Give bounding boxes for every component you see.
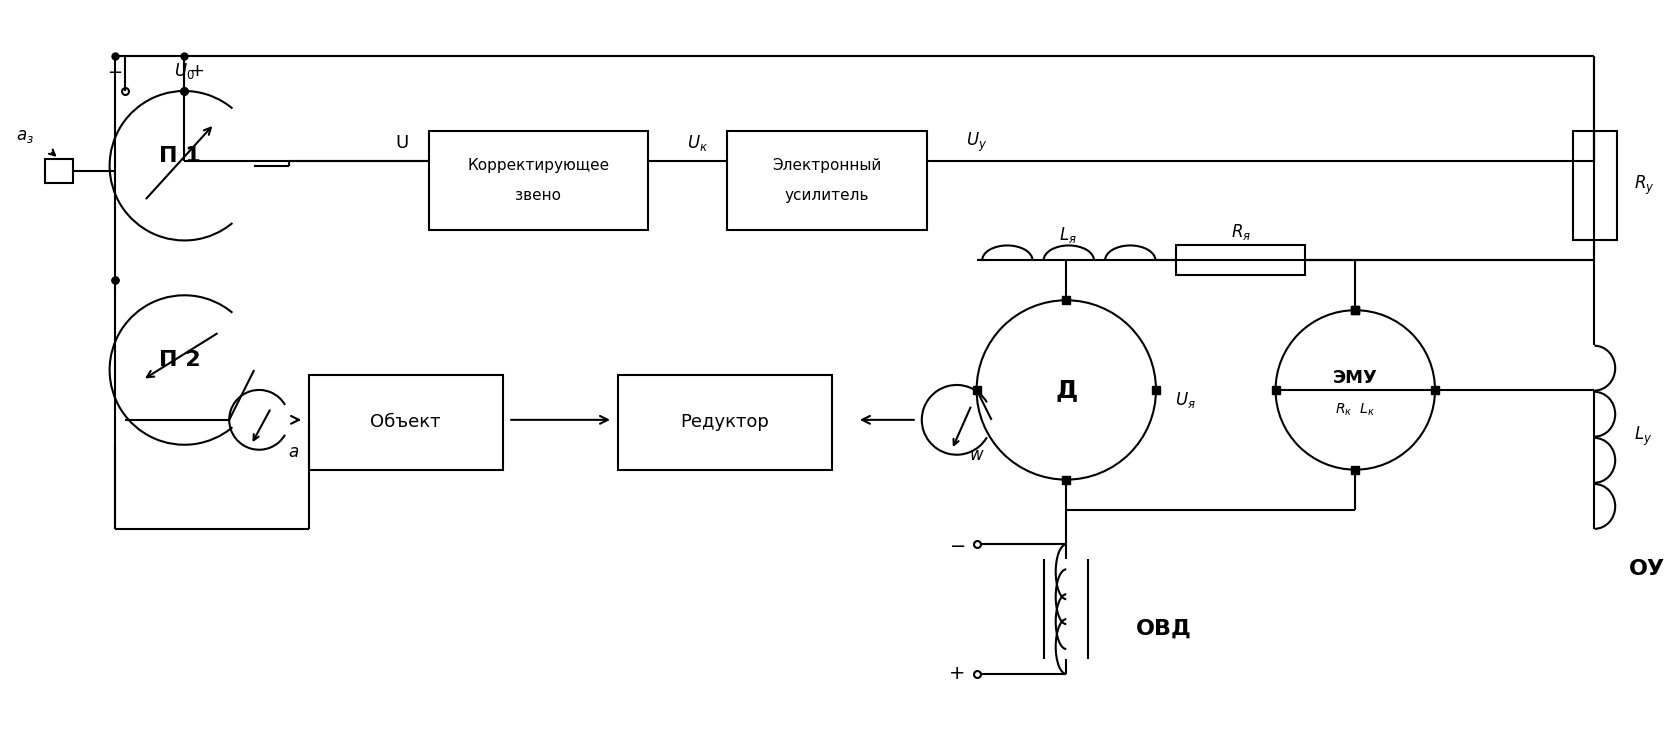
Bar bbox=[1177, 245, 1305, 275]
Bar bbox=[618, 375, 833, 470]
Text: $R_к$  $L_к$: $R_к$ $L_к$ bbox=[1335, 402, 1375, 418]
Bar bbox=[309, 375, 504, 470]
Bar bbox=[1572, 131, 1617, 240]
Text: Редуктор: Редуктор bbox=[679, 413, 769, 431]
Text: П 1: П 1 bbox=[159, 146, 200, 166]
Bar bbox=[45, 159, 73, 183]
Text: $U_0$: $U_0$ bbox=[174, 61, 195, 81]
Bar bbox=[429, 131, 648, 230]
Text: Корректирующее: Корректирующее bbox=[467, 159, 609, 174]
Text: $U_к$: $U_к$ bbox=[688, 133, 708, 153]
Text: U: U bbox=[396, 134, 409, 152]
Text: Электронный: Электронный bbox=[773, 159, 881, 174]
Text: Д: Д bbox=[1055, 378, 1078, 402]
Text: $L_у$: $L_у$ bbox=[1634, 425, 1652, 448]
Text: ОУ: ОУ bbox=[1629, 560, 1666, 579]
Bar bbox=[728, 131, 926, 230]
Text: $R_я$: $R_я$ bbox=[1230, 222, 1250, 242]
Text: $a_з$: $a_з$ bbox=[17, 127, 33, 145]
Text: $R_у$: $R_у$ bbox=[1634, 174, 1656, 197]
Text: $a$: $a$ bbox=[289, 443, 299, 461]
Text: $U_я$: $U_я$ bbox=[1175, 390, 1197, 410]
Text: $L_я$: $L_я$ bbox=[1060, 225, 1077, 245]
Text: $+$: $+$ bbox=[948, 664, 965, 684]
Text: усилитель: усилитель bbox=[784, 188, 870, 203]
Text: звено: звено bbox=[516, 188, 561, 203]
Text: ОВД: ОВД bbox=[1137, 619, 1192, 639]
Text: $+$: $+$ bbox=[189, 62, 204, 80]
Text: $-$: $-$ bbox=[107, 62, 122, 80]
Text: $-$: $-$ bbox=[948, 535, 965, 554]
Text: w: w bbox=[970, 446, 983, 464]
Text: ЭМУ: ЭМУ bbox=[1334, 369, 1377, 387]
Text: П 2: П 2 bbox=[159, 350, 200, 370]
Text: $U_у$: $U_у$ bbox=[966, 131, 986, 154]
Text: Объект: Объект bbox=[371, 413, 441, 431]
